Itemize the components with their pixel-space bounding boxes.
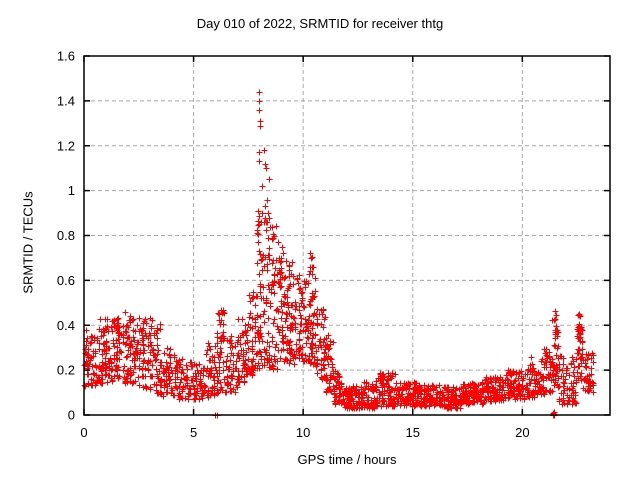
x-axis-label: GPS time / hours <box>297 452 397 467</box>
x-tick-label: 5 <box>190 425 197 440</box>
y-axis-label: SRMTID / TECUs <box>20 191 36 294</box>
x-tick-label: 20 <box>515 425 529 440</box>
x-tick-label: 0 <box>80 425 87 440</box>
y-tick-label: 1 <box>68 183 75 198</box>
y-tick-label: 1.6 <box>57 49 75 64</box>
y-tick-label: 1.2 <box>57 138 75 153</box>
x-tick-label: 15 <box>406 425 420 440</box>
scatter-points <box>81 89 597 419</box>
y-tick-label: 1.4 <box>57 93 75 108</box>
chart-title: Day 010 of 2022, SRMTID for receiver tht… <box>196 16 444 31</box>
x-tick-label: 10 <box>296 425 310 440</box>
y-tick-label: 0.8 <box>57 228 75 243</box>
y-tick-label: 0.6 <box>57 273 75 288</box>
y-tick-label: 0.2 <box>57 363 75 378</box>
y-tick-label: 0.4 <box>57 318 75 333</box>
y-tick-label: 0 <box>68 408 75 423</box>
